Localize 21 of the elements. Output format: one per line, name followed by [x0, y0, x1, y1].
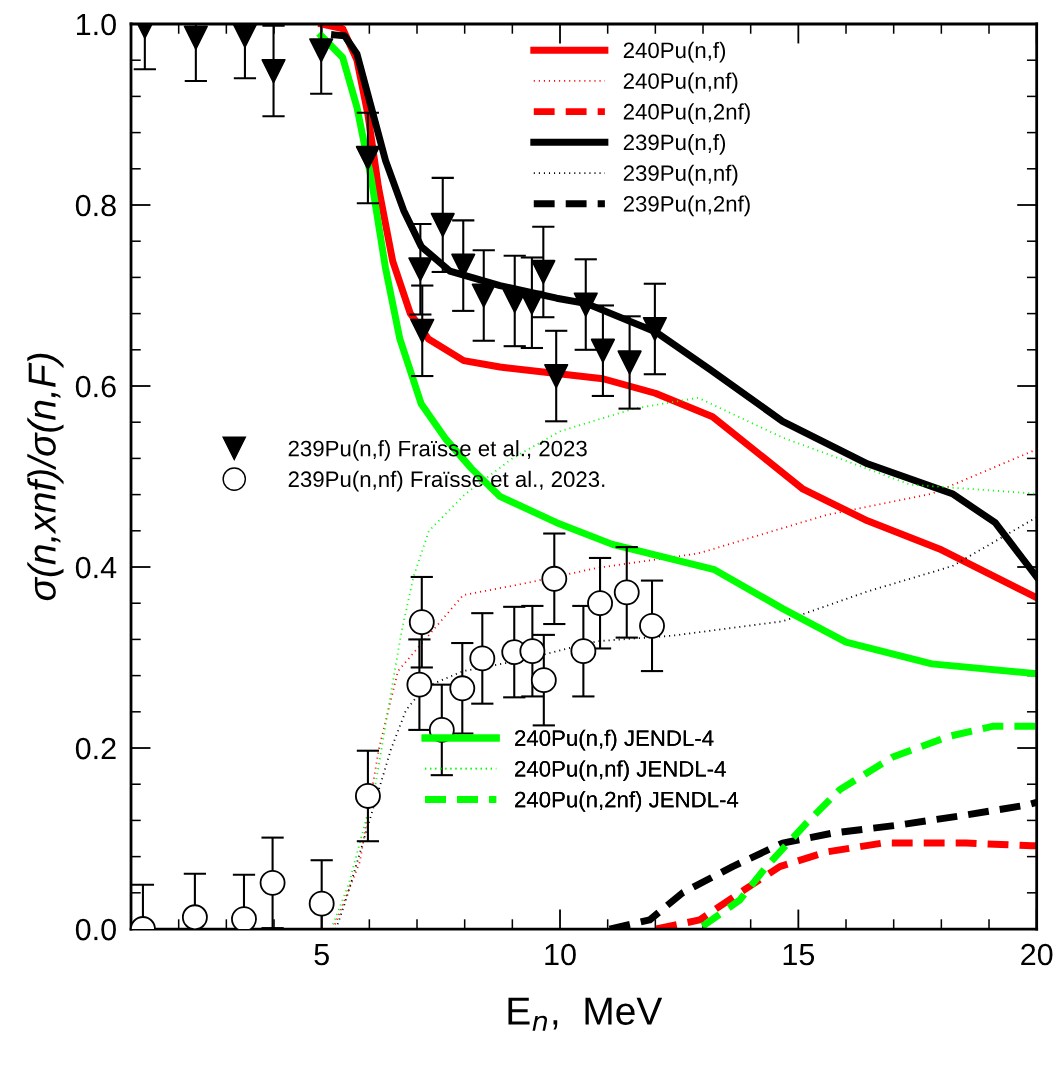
- legend-label: 240Pu(n,2nf): [623, 103, 750, 124]
- x-tick-label: 5: [314, 944, 329, 966]
- x-tick-label: 20: [1021, 943, 1053, 966]
- x-tick-label: 15: [783, 944, 815, 966]
- y-tick-label: 0.8: [75, 194, 116, 217]
- x-axis-title: E$_{n}$, MeV: [508, 997, 663, 1031]
- legend-label: 240Pu(n,f) JENDL-4: [515, 729, 714, 751]
- x-tick-label: 10: [545, 943, 576, 966]
- legend-label: 240Pu(n,nf) JENDL-4: [515, 760, 726, 782]
- legend-label: 239Pu(n,nf): [623, 164, 738, 186]
- y-axis-title: σ(n,xnf)/σ(n,F): [27, 353, 64, 601]
- y-tick-label: 0.2: [75, 737, 116, 760]
- y-tick-label: 0.6: [75, 375, 116, 398]
- legend-label: 239Pu(n,2nf): [623, 195, 750, 217]
- y-tick-label: 1.0: [76, 13, 116, 36]
- y-tick-label: 0.4: [75, 556, 117, 579]
- legend-label: 239Pu(n,f): [623, 134, 726, 155]
- legend-label: 240Pu(n,f): [623, 41, 726, 63]
- legend-label: 240Pu(n,nf): [623, 72, 738, 94]
- y-tick-label: 0.0: [75, 918, 116, 941]
- legend-label: 240Pu(n,2nf) JENDL-4: [515, 791, 739, 812]
